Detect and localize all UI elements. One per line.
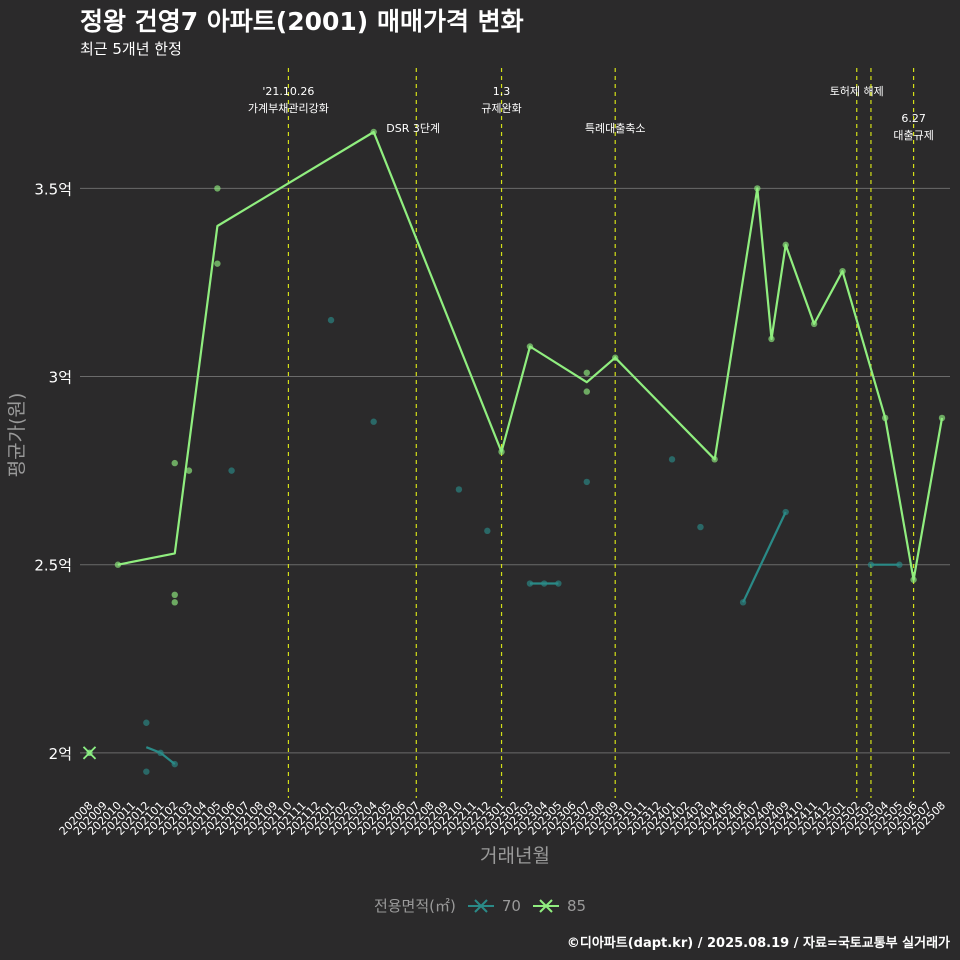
data-point-70 [370, 418, 377, 425]
single-point-marker-85 [82, 746, 97, 760]
source-caption: ©디아파트(dapt.kr) / 2025.08.19 / 자료=국토교통부 실… [566, 936, 950, 951]
event-label: 가계부채관리강화 [248, 102, 329, 115]
series-85 [82, 128, 946, 760]
y-tick-labels: 2억 2.5억 3억 3.5억 [34, 180, 72, 762]
event-label: 대출규제 [893, 129, 933, 142]
legend-label-70: 70 [501, 896, 521, 915]
data-point-70 [526, 580, 534, 587]
event-label: 1.3 [493, 85, 511, 98]
data-point-85 [214, 260, 221, 267]
event-label: 규제완화 [481, 102, 521, 115]
series-layer [82, 128, 946, 775]
chart-title: 정왕 건영7 아파트(2001) 매매가격 변화 [80, 7, 524, 36]
data-point-85 [171, 591, 178, 599]
legend-label-85: 85 [566, 896, 587, 915]
y-tick-label: 2억 [49, 745, 72, 763]
data-point-70 [668, 456, 676, 463]
event-label: DSR 3단계 [386, 122, 440, 135]
y-axis-label: 평균가(원) [6, 393, 28, 478]
legend-title: 전용면적(㎡) [373, 897, 456, 915]
data-point-70 [583, 478, 590, 486]
y-tick-label: 3억 [49, 369, 72, 387]
y-tick-label: 3.5억 [34, 180, 72, 198]
series-line-85 [117, 130, 944, 581]
legend-swatch-70 [467, 898, 494, 913]
legend-item-85[interactable]: 85 [531, 897, 586, 915]
series-70 [82, 316, 903, 775]
data-point-70 [867, 561, 875, 568]
event-label: 특례대출축소 [585, 122, 646, 135]
data-point-85 [171, 599, 178, 606]
chart-subtitle: 최근 5개년 한정 [80, 40, 182, 58]
series-line-70 [145, 746, 176, 765]
series-line-70 [742, 511, 787, 603]
data-point-70 [484, 527, 491, 535]
y-gridlines [80, 187, 950, 754]
legend: 전용면적(㎡) 70 85 [0, 895, 960, 916]
data-point-70 [327, 316, 335, 324]
data-point-85 [583, 369, 590, 376]
x-axis-label: 거래년월 [480, 845, 550, 867]
x-tick-labels: 2020082020092020102020112020122021012021… [57, 799, 948, 838]
legend-item-70[interactable]: 70 [466, 897, 521, 915]
event-label: 6.27 [901, 112, 926, 125]
data-point-70 [697, 523, 704, 531]
event-label: '21.10.26 [262, 85, 314, 98]
data-point-85 [185, 467, 193, 474]
data-point-70 [228, 467, 235, 474]
data-point-70 [143, 719, 150, 726]
legend-swatch-85 [532, 898, 559, 913]
data-point-85 [171, 459, 178, 467]
y-tick-label: 2.5억 [34, 557, 72, 575]
data-point-85 [214, 185, 221, 192]
data-point-70 [455, 486, 463, 493]
data-point-85 [583, 388, 590, 395]
data-point-70 [143, 768, 150, 775]
event-label: 토허제 해제 [830, 84, 884, 98]
